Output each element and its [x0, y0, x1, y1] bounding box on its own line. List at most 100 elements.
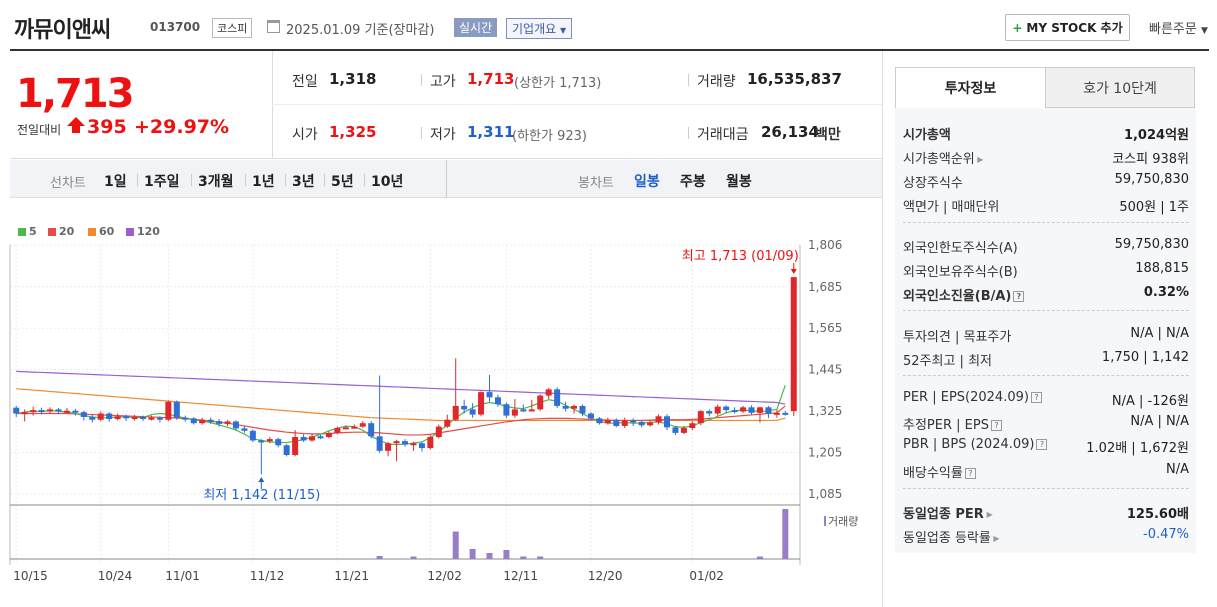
help-icon[interactable]: ? — [1013, 291, 1025, 302]
tab-invest-info[interactable]: 투자정보 — [895, 67, 1046, 108]
x-tick-label: 10/24 — [98, 569, 133, 583]
candle-body — [587, 413, 594, 419]
candle-body — [47, 409, 54, 412]
candle-body — [680, 428, 687, 433]
period-6[interactable]: 10년 — [371, 174, 404, 190]
invest-row-label: 외국인소진율(B/A)? — [903, 285, 1025, 304]
invest-row-value: N/A | -126원 — [1111, 394, 1189, 409]
period-1[interactable]: 1주일 — [144, 174, 180, 190]
stock-code: 013700 — [150, 20, 201, 34]
prev-close-value: 1,318 — [329, 70, 377, 88]
invest-row-label: 상장주식수 — [903, 176, 963, 191]
invest-row-label: 시가총액순위 ▶ — [903, 152, 984, 167]
candle-body — [418, 443, 425, 449]
amount-unit: 백만 — [815, 127, 841, 143]
realtime-button[interactable]: 실시간 — [454, 18, 498, 37]
price-stats — [272, 51, 882, 159]
invest-row-value: N/A | N/A — [1130, 326, 1189, 341]
candle-body — [173, 401, 180, 418]
candle-body — [672, 427, 679, 433]
invest-row-label: 투자의견 | 목표주가 — [903, 330, 1012, 345]
candle-body — [596, 418, 603, 424]
y-tick-label: 1,685 — [808, 280, 842, 294]
period-3[interactable]: 1년 — [252, 174, 275, 190]
company-overview-dropdown[interactable]: 기업개요 ▼ — [506, 18, 573, 39]
candle-body — [131, 416, 138, 419]
candle-body — [72, 410, 79, 413]
invest-info-panel — [895, 108, 1196, 553]
candle-body — [756, 407, 763, 413]
amount-label: 거래대금 — [697, 127, 749, 143]
candle-body — [140, 416, 146, 419]
panel-divider — [882, 51, 883, 607]
invest-row-label: 시가총액 — [903, 128, 951, 143]
stats-divider — [272, 104, 882, 105]
tab-quote-10[interactable]: 호가 10단계 — [1045, 67, 1195, 108]
candle-period-1[interactable]: 주봉 — [680, 174, 706, 190]
company-overview-label: 기업개요 — [512, 22, 557, 36]
candle-period-0[interactable]: 일봉 — [634, 174, 660, 190]
candle-period-2[interactable]: 월봉 — [726, 174, 752, 190]
x-tick-label: 12/02 — [427, 569, 462, 583]
volume-value: 16,535,837 — [747, 70, 842, 88]
candle-body — [342, 427, 349, 430]
x-tick-label: 11/01 — [165, 569, 200, 583]
add-mystock-button[interactable]: + MY STOCK 추가 — [1005, 14, 1130, 41]
ma-120-line — [16, 370, 786, 405]
invest-row-value: -0.47% — [1143, 527, 1189, 542]
separator — [285, 174, 286, 186]
invest-row-label: PER | EPS(2024.09)? — [903, 390, 1042, 409]
candle-body — [554, 389, 561, 406]
separator — [324, 174, 325, 186]
candle-chart-label: 봉차트 — [578, 176, 614, 191]
x-tick-label: 01/02 — [689, 569, 724, 583]
legend-swatch — [126, 228, 134, 236]
invest-row-label: 액면가 | 매매단위 — [903, 200, 1000, 215]
stock-name: 까뮤이앤씨 — [14, 18, 111, 43]
invest-row: PER | EPS(2024.09)? N/A | -126원 — [903, 390, 1189, 409]
invest-row-label: 추정PER | EPS? — [903, 414, 1002, 433]
help-icon[interactable]: ? — [1036, 439, 1048, 450]
candle-body — [706, 411, 713, 414]
invest-row[interactable]: 동일업종 PER ▶ 125.60배 — [903, 503, 1189, 522]
candle-body — [156, 417, 163, 420]
line-chart-label: 선차트 — [50, 176, 86, 191]
separator — [191, 174, 192, 186]
invest-row: 투자의견 | 목표주가 N/A | N/A — [903, 326, 1189, 345]
help-icon[interactable]: ? — [964, 468, 976, 479]
invest-row[interactable]: 동일업종 등락률 ▶ -0.47% — [903, 527, 1189, 546]
stock-chart[interactable]: 1,806 1,685 1,565 1,445 1,325 1,205 1,085 10/15… — [0, 235, 882, 585]
candle-body — [351, 426, 358, 429]
candle-body — [765, 407, 772, 414]
candle-body — [30, 410, 37, 413]
candle-body — [621, 420, 628, 426]
help-icon[interactable]: ? — [1030, 392, 1042, 403]
invest-row-value: 59,750,830 — [1114, 237, 1189, 252]
candle-body — [469, 409, 476, 415]
help-icon[interactable]: ? — [990, 420, 1002, 431]
candle-body — [528, 409, 535, 412]
candle-body — [258, 440, 265, 443]
candle-body — [494, 397, 501, 405]
volume-bar — [782, 509, 789, 559]
period-2[interactable]: 3개월 — [198, 174, 234, 190]
candle-body — [714, 406, 721, 414]
upper-limit: (상한가 1,713) — [514, 76, 602, 91]
legend-label: 120 — [137, 225, 160, 238]
invest-row-value: 1,750 | 1,142 — [1101, 350, 1189, 365]
period-5[interactable]: 5년 — [331, 174, 354, 190]
high-label: 고가 — [430, 74, 456, 90]
legend-swatch — [88, 228, 96, 236]
invest-row[interactable]: 시가총액순위 ▶ 코스피 938위 — [903, 148, 1189, 167]
period-0[interactable]: 1일 — [104, 174, 127, 190]
candle-body — [393, 441, 400, 444]
period-4[interactable]: 3년 — [292, 174, 315, 190]
quick-order-button[interactable]: 빠른주문 ▼ — [1149, 18, 1208, 37]
candle-body — [664, 416, 670, 428]
legend-label: 60 — [99, 225, 115, 238]
candle-body — [359, 423, 366, 427]
separator — [421, 127, 422, 139]
candle-body — [241, 428, 248, 431]
legend-swatch — [48, 228, 56, 236]
candle-body — [368, 423, 375, 437]
